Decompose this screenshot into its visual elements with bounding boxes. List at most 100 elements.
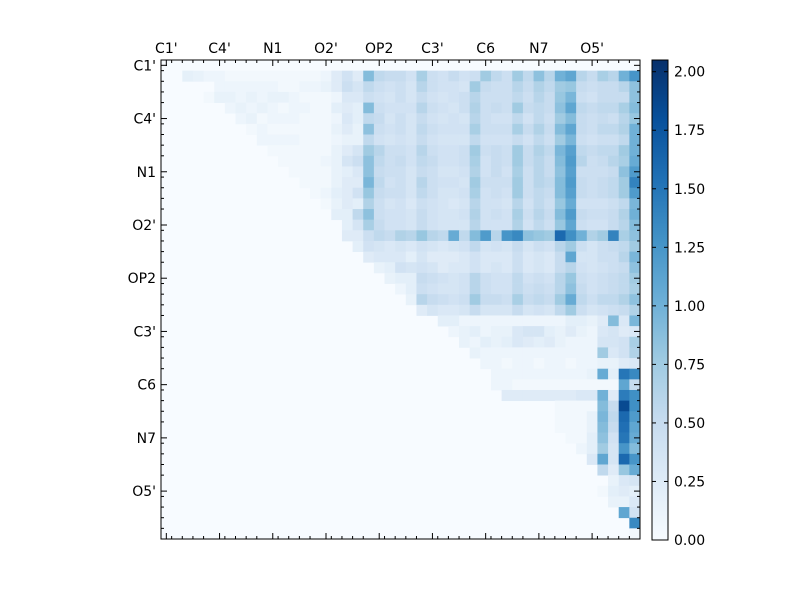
heatmap-cell — [331, 91, 343, 103]
heatmap-cell — [533, 347, 545, 359]
heatmap-cell — [629, 251, 641, 263]
heatmap-cell — [331, 70, 343, 82]
heatmap-cell — [608, 209, 620, 221]
heatmap-cell — [246, 70, 258, 82]
heatmap-cell — [459, 113, 471, 125]
heatmap-cell — [608, 432, 620, 444]
heatmap-cell — [416, 294, 428, 306]
heatmap-cell — [331, 155, 343, 167]
heatmap-cell — [586, 91, 598, 103]
heatmap-cell — [576, 70, 588, 82]
heatmap-cell — [629, 123, 641, 135]
heatmap-cell — [544, 145, 556, 157]
heatmap-cell — [373, 219, 385, 231]
heatmap-cell — [512, 102, 524, 114]
heatmap-cell — [597, 326, 609, 338]
heatmap-cell — [363, 187, 375, 199]
heatmap-cell — [512, 358, 524, 370]
heatmap-cell — [480, 81, 492, 93]
heatmap-cell — [618, 368, 630, 380]
heatmap-cell — [469, 336, 481, 348]
heatmap-cell — [288, 102, 300, 114]
heatmap-cell — [576, 240, 588, 252]
heatmap-cell — [448, 177, 460, 189]
heatmap-cell — [608, 315, 620, 327]
heatmap-cell — [522, 358, 534, 370]
heatmap-cell — [586, 336, 598, 348]
heatmap-cell — [501, 262, 513, 274]
heatmap-cell — [597, 315, 609, 327]
heatmap-cell — [501, 177, 513, 189]
heatmap-cell — [522, 294, 534, 306]
heatmap-cell — [490, 347, 503, 359]
y-tick-label: OP2 — [128, 271, 156, 287]
heatmap-cell — [459, 187, 471, 199]
heatmap-cell — [427, 134, 439, 146]
heatmap-cell — [576, 198, 588, 210]
heatmap-cell — [267, 134, 279, 146]
heatmap-cell — [618, 453, 630, 465]
heatmap-cell — [395, 81, 407, 93]
heatmap-cell — [427, 70, 439, 82]
heatmap-cell — [576, 368, 588, 380]
heatmap-cell — [373, 177, 385, 189]
heatmap-cell — [448, 326, 460, 338]
heatmap-cell — [427, 209, 439, 221]
heatmap-cell — [608, 336, 620, 348]
heatmap-cell — [522, 240, 534, 252]
heatmap-cell — [299, 145, 311, 157]
heatmap-cell — [554, 262, 566, 274]
heatmap-cell — [533, 70, 545, 82]
heatmap-cells — [161, 60, 641, 540]
heatmap-cell — [203, 91, 215, 103]
heatmap-cell — [490, 177, 503, 189]
heatmap-cell — [618, 123, 630, 135]
heatmap-cell — [522, 198, 534, 210]
heatmap-cell — [405, 294, 417, 306]
heatmap-cell — [501, 368, 513, 380]
heatmap-cell — [565, 81, 577, 93]
heatmap-cell — [512, 283, 524, 295]
heatmap-cell — [586, 389, 598, 402]
heatmap-cell — [352, 134, 364, 146]
heatmap-cell — [224, 91, 236, 103]
heatmap-cell — [586, 358, 598, 370]
heatmap-cell — [576, 251, 588, 263]
heatmap-cell — [608, 219, 620, 231]
heatmap-cell — [310, 91, 322, 103]
heatmap-cell — [405, 219, 417, 231]
heatmap-cell — [533, 187, 545, 199]
heatmap-cell — [512, 336, 524, 348]
heatmap-cell — [576, 336, 588, 348]
heatmap-cell — [363, 134, 375, 146]
heatmap-cell — [437, 262, 449, 274]
heatmap-cell — [459, 304, 471, 316]
heatmap-cell — [522, 379, 534, 391]
heatmap-cell — [480, 145, 492, 157]
heatmap-cell — [437, 166, 449, 178]
heatmap-cell — [597, 347, 609, 359]
heatmap-cell — [352, 155, 364, 167]
x-tick-label: C1' — [155, 41, 178, 57]
heatmap-cell — [490, 219, 503, 231]
heatmap-cell — [278, 91, 290, 103]
heatmap-cell — [618, 262, 630, 274]
heatmap-cell — [597, 368, 609, 380]
heatmap-cell — [512, 134, 524, 146]
heatmap-cell — [490, 379, 503, 391]
heatmap-cell — [373, 230, 385, 242]
heatmap-cell — [629, 517, 641, 529]
heatmap-cell — [235, 113, 247, 125]
heatmap-cell — [352, 102, 364, 114]
heatmap-cell — [629, 81, 641, 93]
heatmap-cell — [554, 166, 566, 178]
heatmap-cell — [469, 251, 481, 263]
heatmap-cell — [512, 198, 524, 210]
heatmap-cell — [320, 187, 332, 199]
heatmap-cell — [576, 145, 588, 157]
heatmap-cell — [416, 91, 428, 103]
heatmap-cell — [490, 102, 503, 114]
heatmap-cell — [544, 187, 556, 199]
heatmap-cell — [501, 134, 513, 146]
heatmap-cell — [576, 411, 588, 423]
